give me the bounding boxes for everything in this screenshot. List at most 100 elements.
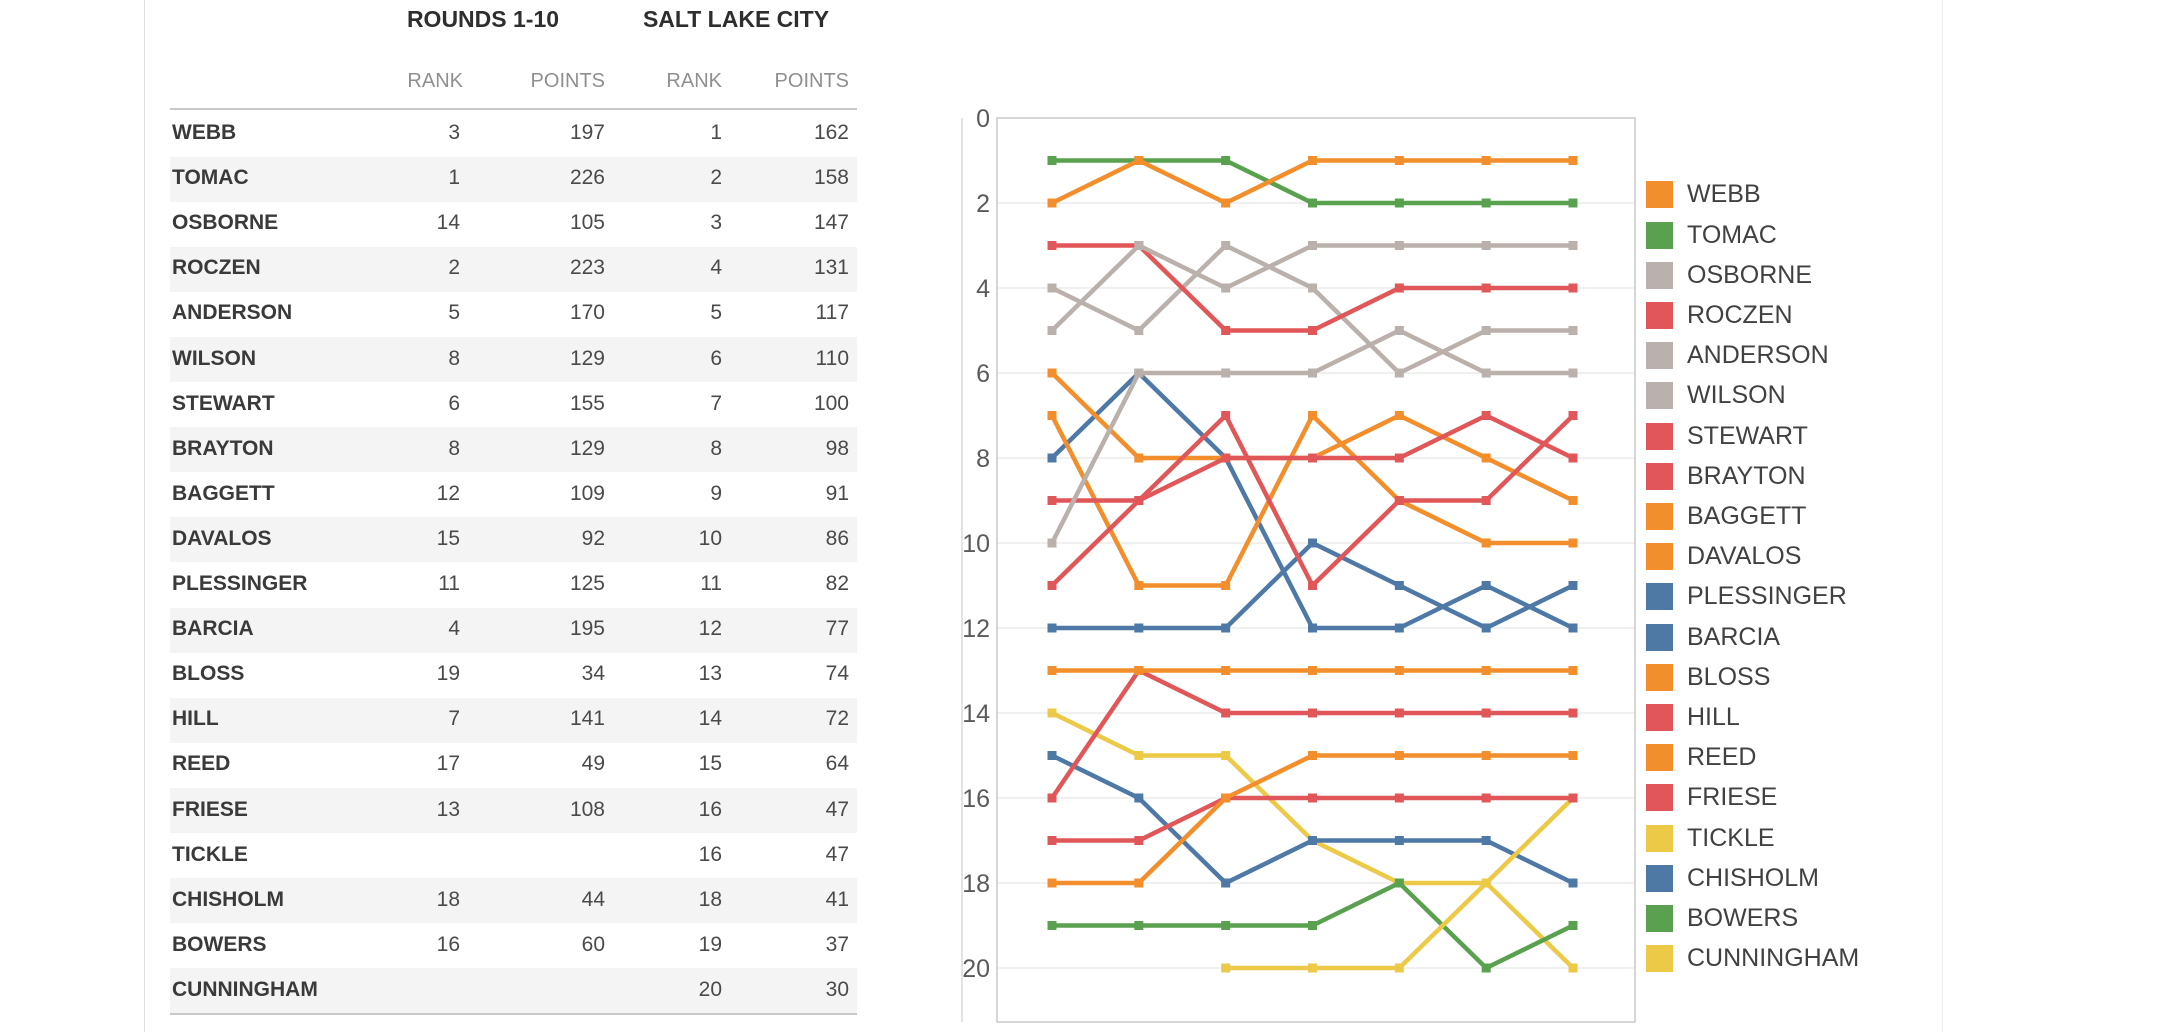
legend-item-bloss[interactable]: BLOSS (1646, 663, 1770, 692)
data-point-marker[interactable] (1047, 411, 1057, 420)
data-point-marker[interactable] (1394, 283, 1404, 293)
data-point-marker[interactable] (1394, 623, 1404, 633)
data-point-marker[interactable] (1481, 241, 1491, 250)
data-point-marker[interactable] (1568, 963, 1578, 973)
legend-item-cunningham[interactable]: CUNNINGHAM (1646, 944, 1859, 973)
data-point-marker[interactable] (1481, 538, 1491, 548)
data-point-marker[interactable] (1221, 963, 1231, 973)
data-point-marker[interactable] (1568, 198, 1578, 208)
data-point-marker[interactable] (1307, 963, 1317, 973)
data-point-marker[interactable] (1568, 411, 1578, 420)
data-point-marker[interactable] (1047, 878, 1057, 888)
data-point-marker[interactable] (1221, 198, 1231, 208)
series-hill[interactable] (1047, 666, 1578, 803)
data-point-marker[interactable] (1047, 623, 1057, 633)
data-point-marker[interactable] (1221, 368, 1231, 378)
data-point-marker[interactable] (1568, 623, 1578, 633)
data-point-marker[interactable] (1481, 283, 1491, 293)
legend-item-barcia[interactable]: BARCIA (1646, 623, 1780, 652)
data-point-marker[interactable] (1047, 751, 1057, 760)
data-point-marker[interactable] (1307, 921, 1317, 930)
data-point-marker[interactable] (1221, 241, 1231, 250)
legend-item-hill[interactable]: HILL (1646, 703, 1740, 732)
data-point-marker[interactable] (1481, 878, 1491, 888)
data-point-marker[interactable] (1221, 666, 1231, 675)
data-point-marker[interactable] (1568, 581, 1578, 590)
data-point-marker[interactable] (1481, 453, 1491, 463)
data-point-marker[interactable] (1221, 453, 1231, 463)
data-point-marker[interactable] (1394, 453, 1404, 463)
data-point-marker[interactable] (1568, 666, 1578, 675)
series-line[interactable] (1052, 795, 1573, 843)
legend-item-chisholm[interactable]: CHISHOLM (1646, 864, 1819, 893)
series-line[interactable] (1052, 753, 1573, 886)
data-point-marker[interactable] (1568, 283, 1578, 293)
data-point-marker[interactable] (1307, 198, 1317, 208)
data-point-marker[interactable] (1221, 623, 1231, 633)
series-reed[interactable] (1047, 751, 1578, 888)
data-point-marker[interactable] (1134, 878, 1144, 888)
data-point-marker[interactable] (1134, 793, 1144, 803)
data-point-marker[interactable] (1307, 156, 1317, 165)
data-point-marker[interactable] (1481, 751, 1491, 760)
data-point-marker[interactable] (1134, 453, 1144, 463)
series-line[interactable] (1051, 243, 1573, 376)
data-point-marker[interactable] (1307, 326, 1317, 335)
data-point-marker[interactable] (1307, 581, 1317, 590)
data-point-marker[interactable] (1221, 751, 1231, 760)
data-point-marker[interactable] (1481, 963, 1491, 973)
data-point-marker[interactable] (1134, 326, 1144, 335)
data-point-marker[interactable] (1481, 368, 1491, 378)
data-point-marker[interactable] (1047, 793, 1057, 803)
data-point-marker[interactable] (1568, 878, 1578, 888)
data-point-marker[interactable] (1047, 156, 1057, 165)
data-point-marker[interactable] (1047, 921, 1057, 930)
data-point-marker[interactable] (1394, 241, 1404, 250)
data-point-marker[interactable] (1568, 538, 1578, 548)
data-point-marker[interactable] (1134, 241, 1144, 250)
data-point-marker[interactable] (1307, 241, 1317, 250)
data-point-marker[interactable] (1047, 538, 1057, 548)
data-point-marker[interactable] (1134, 156, 1144, 165)
series-wilson[interactable] (1047, 326, 1578, 548)
series-stewart[interactable] (1047, 411, 1578, 590)
data-point-marker[interactable] (1134, 496, 1144, 505)
data-point-marker[interactable] (1481, 411, 1491, 420)
legend-item-tomac[interactable]: TOMAC (1646, 221, 1777, 250)
data-point-marker[interactable] (1481, 496, 1491, 505)
series-plessinger[interactable] (1047, 538, 1578, 633)
data-point-marker[interactable] (1221, 708, 1231, 718)
data-point-marker[interactable] (1394, 368, 1404, 378)
data-point-marker[interactable] (1307, 708, 1317, 718)
data-point-marker[interactable] (1221, 411, 1231, 420)
series-webb[interactable] (1047, 156, 1578, 208)
series-line[interactable] (1051, 753, 1574, 886)
data-point-marker[interactable] (1134, 368, 1144, 378)
data-point-marker[interactable] (1047, 198, 1057, 208)
data-point-marker[interactable] (1221, 793, 1231, 803)
legend-item-plessinger[interactable]: PLESSINGER (1646, 582, 1847, 611)
data-point-marker[interactable] (1568, 708, 1578, 718)
data-point-marker[interactable] (1481, 198, 1491, 208)
legend-item-baggett[interactable]: BAGGETT (1646, 502, 1806, 531)
series-bowers[interactable] (1047, 878, 1578, 973)
data-point-marker[interactable] (1221, 156, 1231, 165)
data-point-marker[interactable] (1307, 538, 1317, 548)
series-line[interactable] (1051, 158, 1573, 206)
data-point-marker[interactable] (1134, 581, 1144, 590)
legend-item-brayton[interactable]: BRAYTON (1646, 462, 1806, 491)
data-point-marker[interactable] (1307, 751, 1317, 760)
data-point-marker[interactable] (1047, 708, 1057, 718)
data-point-marker[interactable] (1394, 326, 1404, 335)
data-point-marker[interactable] (1307, 836, 1317, 845)
data-point-marker[interactable] (1394, 581, 1404, 590)
series-bloss[interactable] (1047, 666, 1578, 675)
series-chisholm[interactable] (1047, 751, 1578, 888)
data-point-marker[interactable] (1568, 496, 1578, 505)
data-point-marker[interactable] (1134, 751, 1144, 760)
data-point-marker[interactable] (1134, 836, 1144, 845)
data-point-marker[interactable] (1394, 666, 1404, 675)
data-point-marker[interactable] (1568, 751, 1578, 760)
legend-item-bowers[interactable]: BOWERS (1646, 904, 1798, 933)
data-point-marker[interactable] (1134, 921, 1144, 930)
